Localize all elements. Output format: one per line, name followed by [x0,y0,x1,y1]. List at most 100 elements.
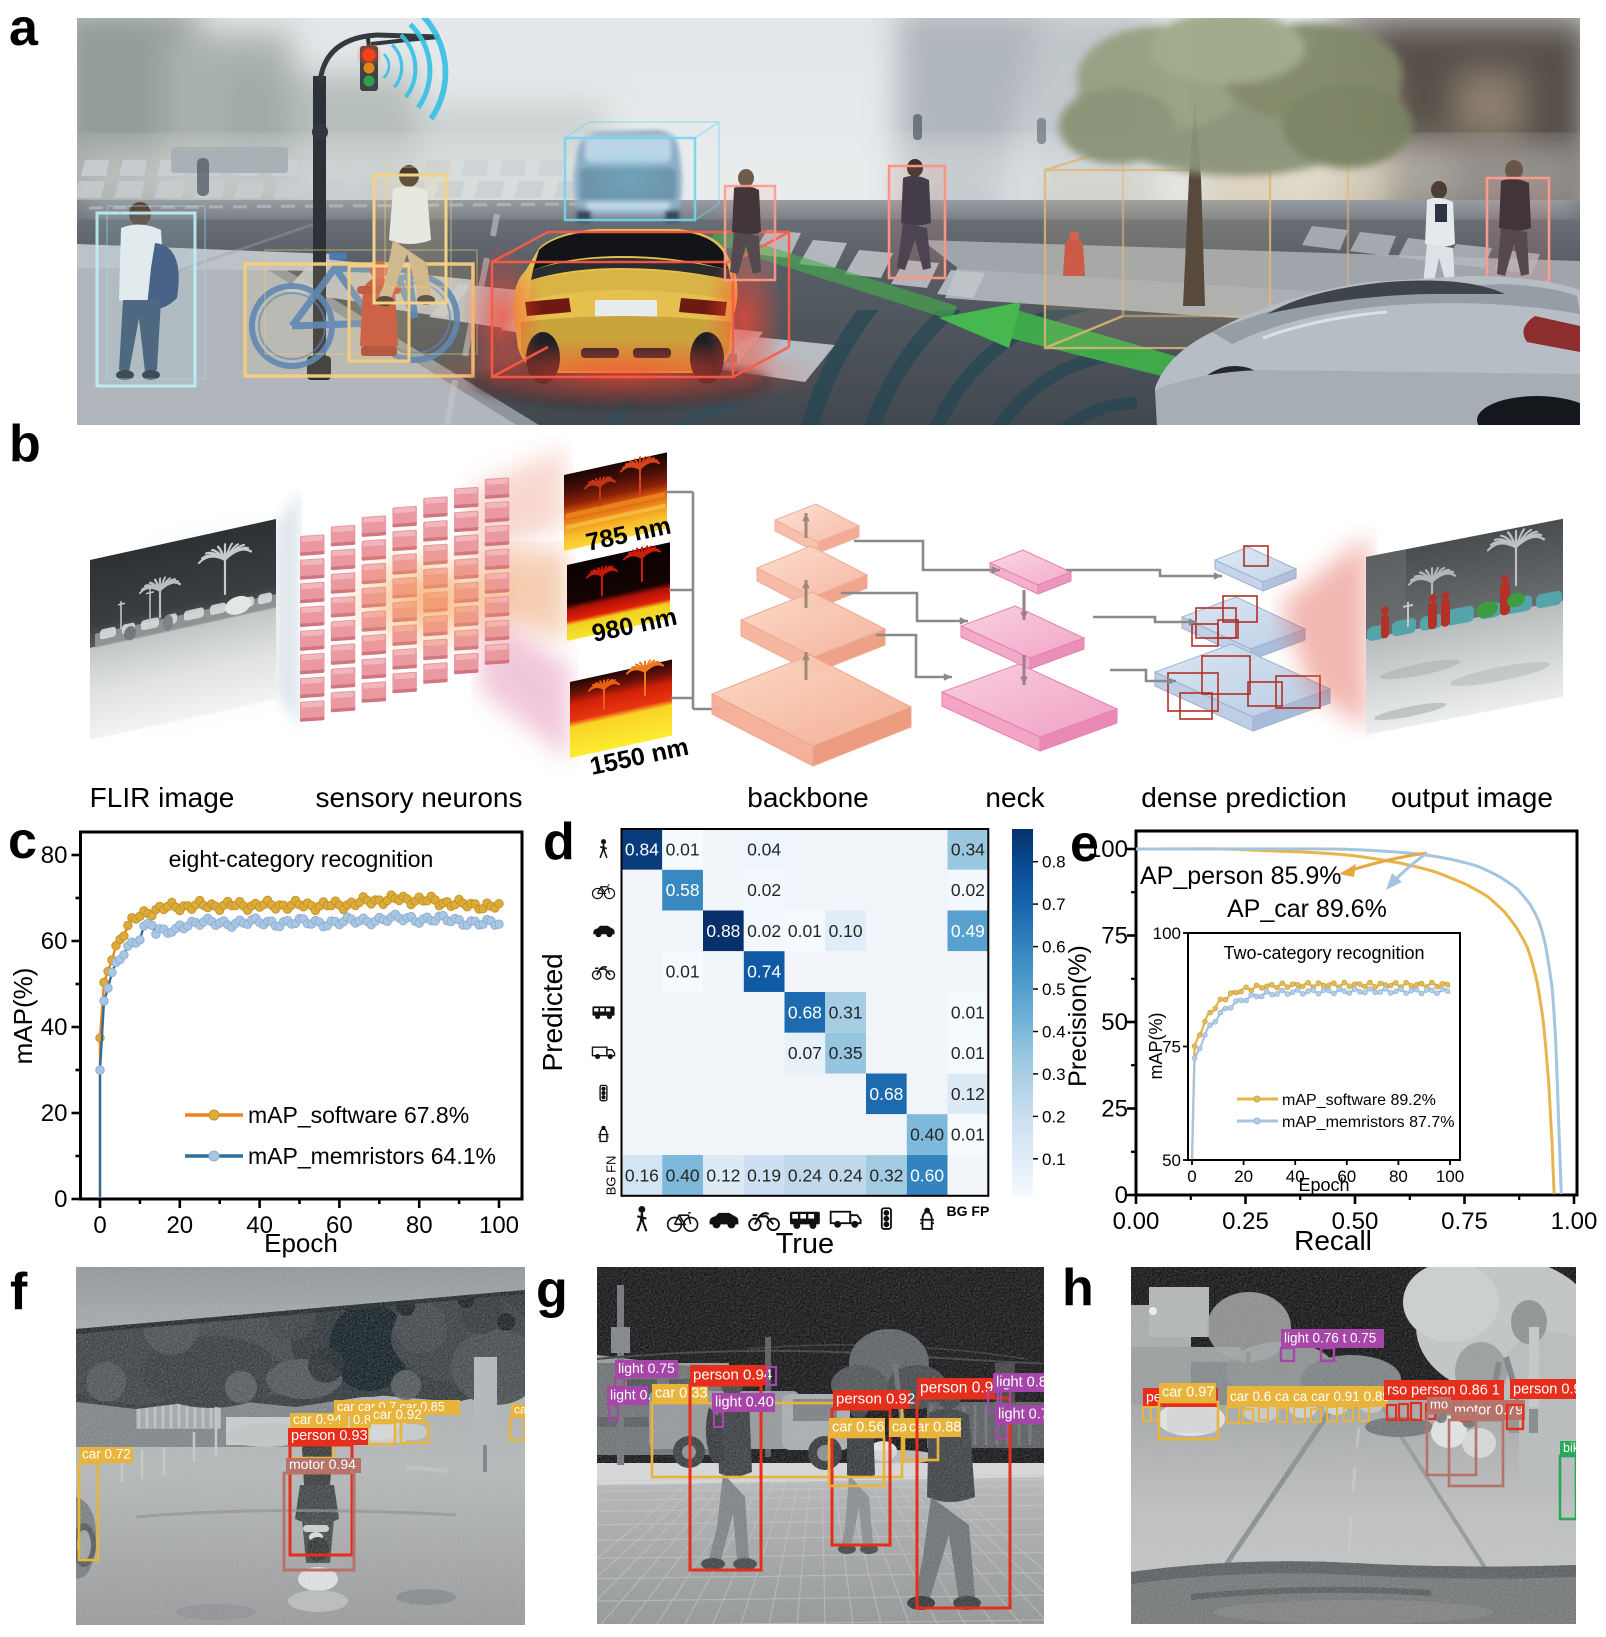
svg-text:True: True [776,1228,835,1260]
svg-text:person 0.9: person 0.9 [1513,1381,1576,1397]
svg-text:75: 75 [1162,1038,1181,1057]
svg-text:0.6: 0.6 [1042,938,1066,957]
svg-text:80: 80 [41,842,68,869]
svg-text:AP_person 85.9%: AP_person 85.9% [1140,862,1342,890]
svg-text:0.02: 0.02 [951,880,985,900]
svg-text:0.40: 0.40 [666,1165,700,1185]
svg-text:bik: bik [1563,1441,1576,1455]
svg-text:0.68: 0.68 [869,1084,903,1104]
svg-text:1.00: 1.00 [1551,1208,1598,1235]
svg-text:0.50: 0.50 [1332,1208,1379,1235]
svg-text:0.01: 0.01 [951,1043,985,1063]
svg-text:0: 0 [1115,1182,1128,1209]
svg-text:neck: neck [985,782,1045,813]
svg-text:0.3: 0.3 [1042,1065,1066,1084]
svg-text:80: 80 [406,1212,433,1239]
svg-text:75: 75 [1101,923,1128,950]
svg-text:0.4: 0.4 [1042,1023,1066,1042]
svg-text:0.01: 0.01 [951,1002,985,1022]
svg-text:car 0.33: car 0.33 [655,1386,707,1402]
svg-text:0.75: 0.75 [1441,1208,1488,1235]
svg-text:Recall: Recall [1294,1225,1372,1256]
svg-text:0.40: 0.40 [910,1125,944,1145]
svg-text:car 0.88: car 0.88 [909,1420,961,1436]
svg-text:80: 80 [1389,1167,1408,1186]
svg-text:car 0.97: car 0.97 [1162,1385,1214,1401]
svg-text:light 0.: light 0. [610,1387,651,1403]
svg-text:0: 0 [54,1186,67,1213]
svg-text:mAP(%): mAP(%) [8,968,38,1065]
svg-text:0.8: 0.8 [1042,853,1066,872]
svg-text:light 0.75: light 0.75 [618,1360,675,1376]
svg-text:sensory neurons: sensory neurons [315,782,522,813]
svg-text:ca: ca [514,1402,525,1416]
svg-text:motor 0.94: motor 0.94 [289,1456,356,1472]
svg-text:0.68: 0.68 [788,1002,822,1022]
svg-text:mAP_memristors 64.1%: mAP_memristors 64.1% [248,1143,496,1169]
svg-text:light 0.8: light 0.8 [996,1375,1044,1391]
svg-text:person 0.97: person 0.97 [920,1379,1002,1396]
svg-text:0.74: 0.74 [747,962,781,982]
svg-text:ca: ca [892,1420,908,1436]
svg-text:0.12: 0.12 [951,1084,985,1104]
svg-text:40: 40 [41,1014,68,1041]
svg-text:0.01: 0.01 [666,839,700,859]
svg-text:0.60: 0.60 [910,1165,944,1185]
svg-text:100: 100 [1088,836,1128,863]
svg-text:0.01: 0.01 [788,921,822,941]
svg-text:0.04: 0.04 [747,839,781,859]
svg-text:person 0.94: person 0.94 [693,1366,772,1383]
svg-text:20: 20 [166,1212,193,1239]
svg-text:FLIR image: FLIR image [90,782,235,813]
svg-text:0.49: 0.49 [951,921,985,941]
svg-text:rso person 0.86 1: rso person 0.86 1 [1387,1382,1500,1398]
svg-text:0.1: 0.1 [1042,1150,1066,1169]
svg-text:car 0.6 ca ca car 0.91 0.89: car 0.6 ca ca car 0.91 0.89 [1230,1389,1390,1404]
svg-text:60: 60 [1337,1167,1356,1186]
svg-text:0.00: 0.00 [1113,1208,1160,1235]
svg-text:Precision(%): Precision(%) [1064,945,1092,1087]
svg-text:100: 100 [479,1212,519,1239]
svg-text:backbone: backbone [747,782,868,813]
svg-text:0.16: 0.16 [625,1165,659,1185]
svg-text:0.24: 0.24 [829,1165,863,1185]
svg-text:0.34: 0.34 [951,839,985,859]
svg-text:60: 60 [41,928,68,955]
svg-text:0.8: 0.8 [353,1412,371,1427]
svg-text:light 0.76 t 0.75: light 0.76 t 0.75 [1284,1331,1376,1346]
svg-text:0.07: 0.07 [788,1043,822,1063]
svg-text:AP_car 89.6%: AP_car 89.6% [1227,895,1387,923]
svg-text:mAP_software 89.2%: mAP_software 89.2% [1282,1092,1436,1109]
svg-text:100: 100 [1153,924,1181,943]
svg-text:60: 60 [326,1212,353,1239]
svg-text:0.31: 0.31 [829,1002,863,1022]
svg-text:dense prediction: dense prediction [1141,782,1346,813]
svg-text:0.10: 0.10 [829,921,863,941]
svg-text:car 0.72: car 0.72 [82,1447,131,1462]
svg-text:Epoch: Epoch [1298,1175,1349,1195]
svg-text:person 0.93: person 0.93 [291,1428,368,1444]
svg-text:car 0.92: car 0.92 [373,1407,422,1422]
svg-text:100: 100 [1436,1167,1464,1186]
svg-text:person 0.92: person 0.92 [836,1391,915,1408]
svg-text:BG FN: BG FN [604,1156,619,1196]
svg-text:0.5: 0.5 [1042,980,1066,999]
svg-text:50: 50 [1162,1151,1181,1170]
svg-text:0.35: 0.35 [829,1043,863,1063]
svg-text:0.01: 0.01 [666,962,700,982]
svg-text:0.02: 0.02 [747,880,781,900]
svg-text:BG FP: BG FP [947,1203,990,1219]
svg-text:0.02: 0.02 [747,921,781,941]
svg-text:0.88: 0.88 [706,921,740,941]
svg-text:0.12: 0.12 [706,1165,740,1185]
svg-text:0: 0 [93,1212,106,1239]
svg-text:0.01: 0.01 [951,1125,985,1145]
svg-text:Predicted: Predicted [540,953,568,1071]
svg-text:0.19: 0.19 [747,1165,781,1185]
svg-text:car 0.94: car 0.94 [293,1412,342,1427]
svg-text:Two-category recognition: Two-category recognition [1223,943,1424,963]
svg-text:40: 40 [246,1212,273,1239]
svg-text:light 0.7: light 0.7 [998,1407,1044,1423]
svg-text:0.25: 0.25 [1222,1208,1269,1235]
svg-text:mo: mo [1430,1397,1448,1412]
